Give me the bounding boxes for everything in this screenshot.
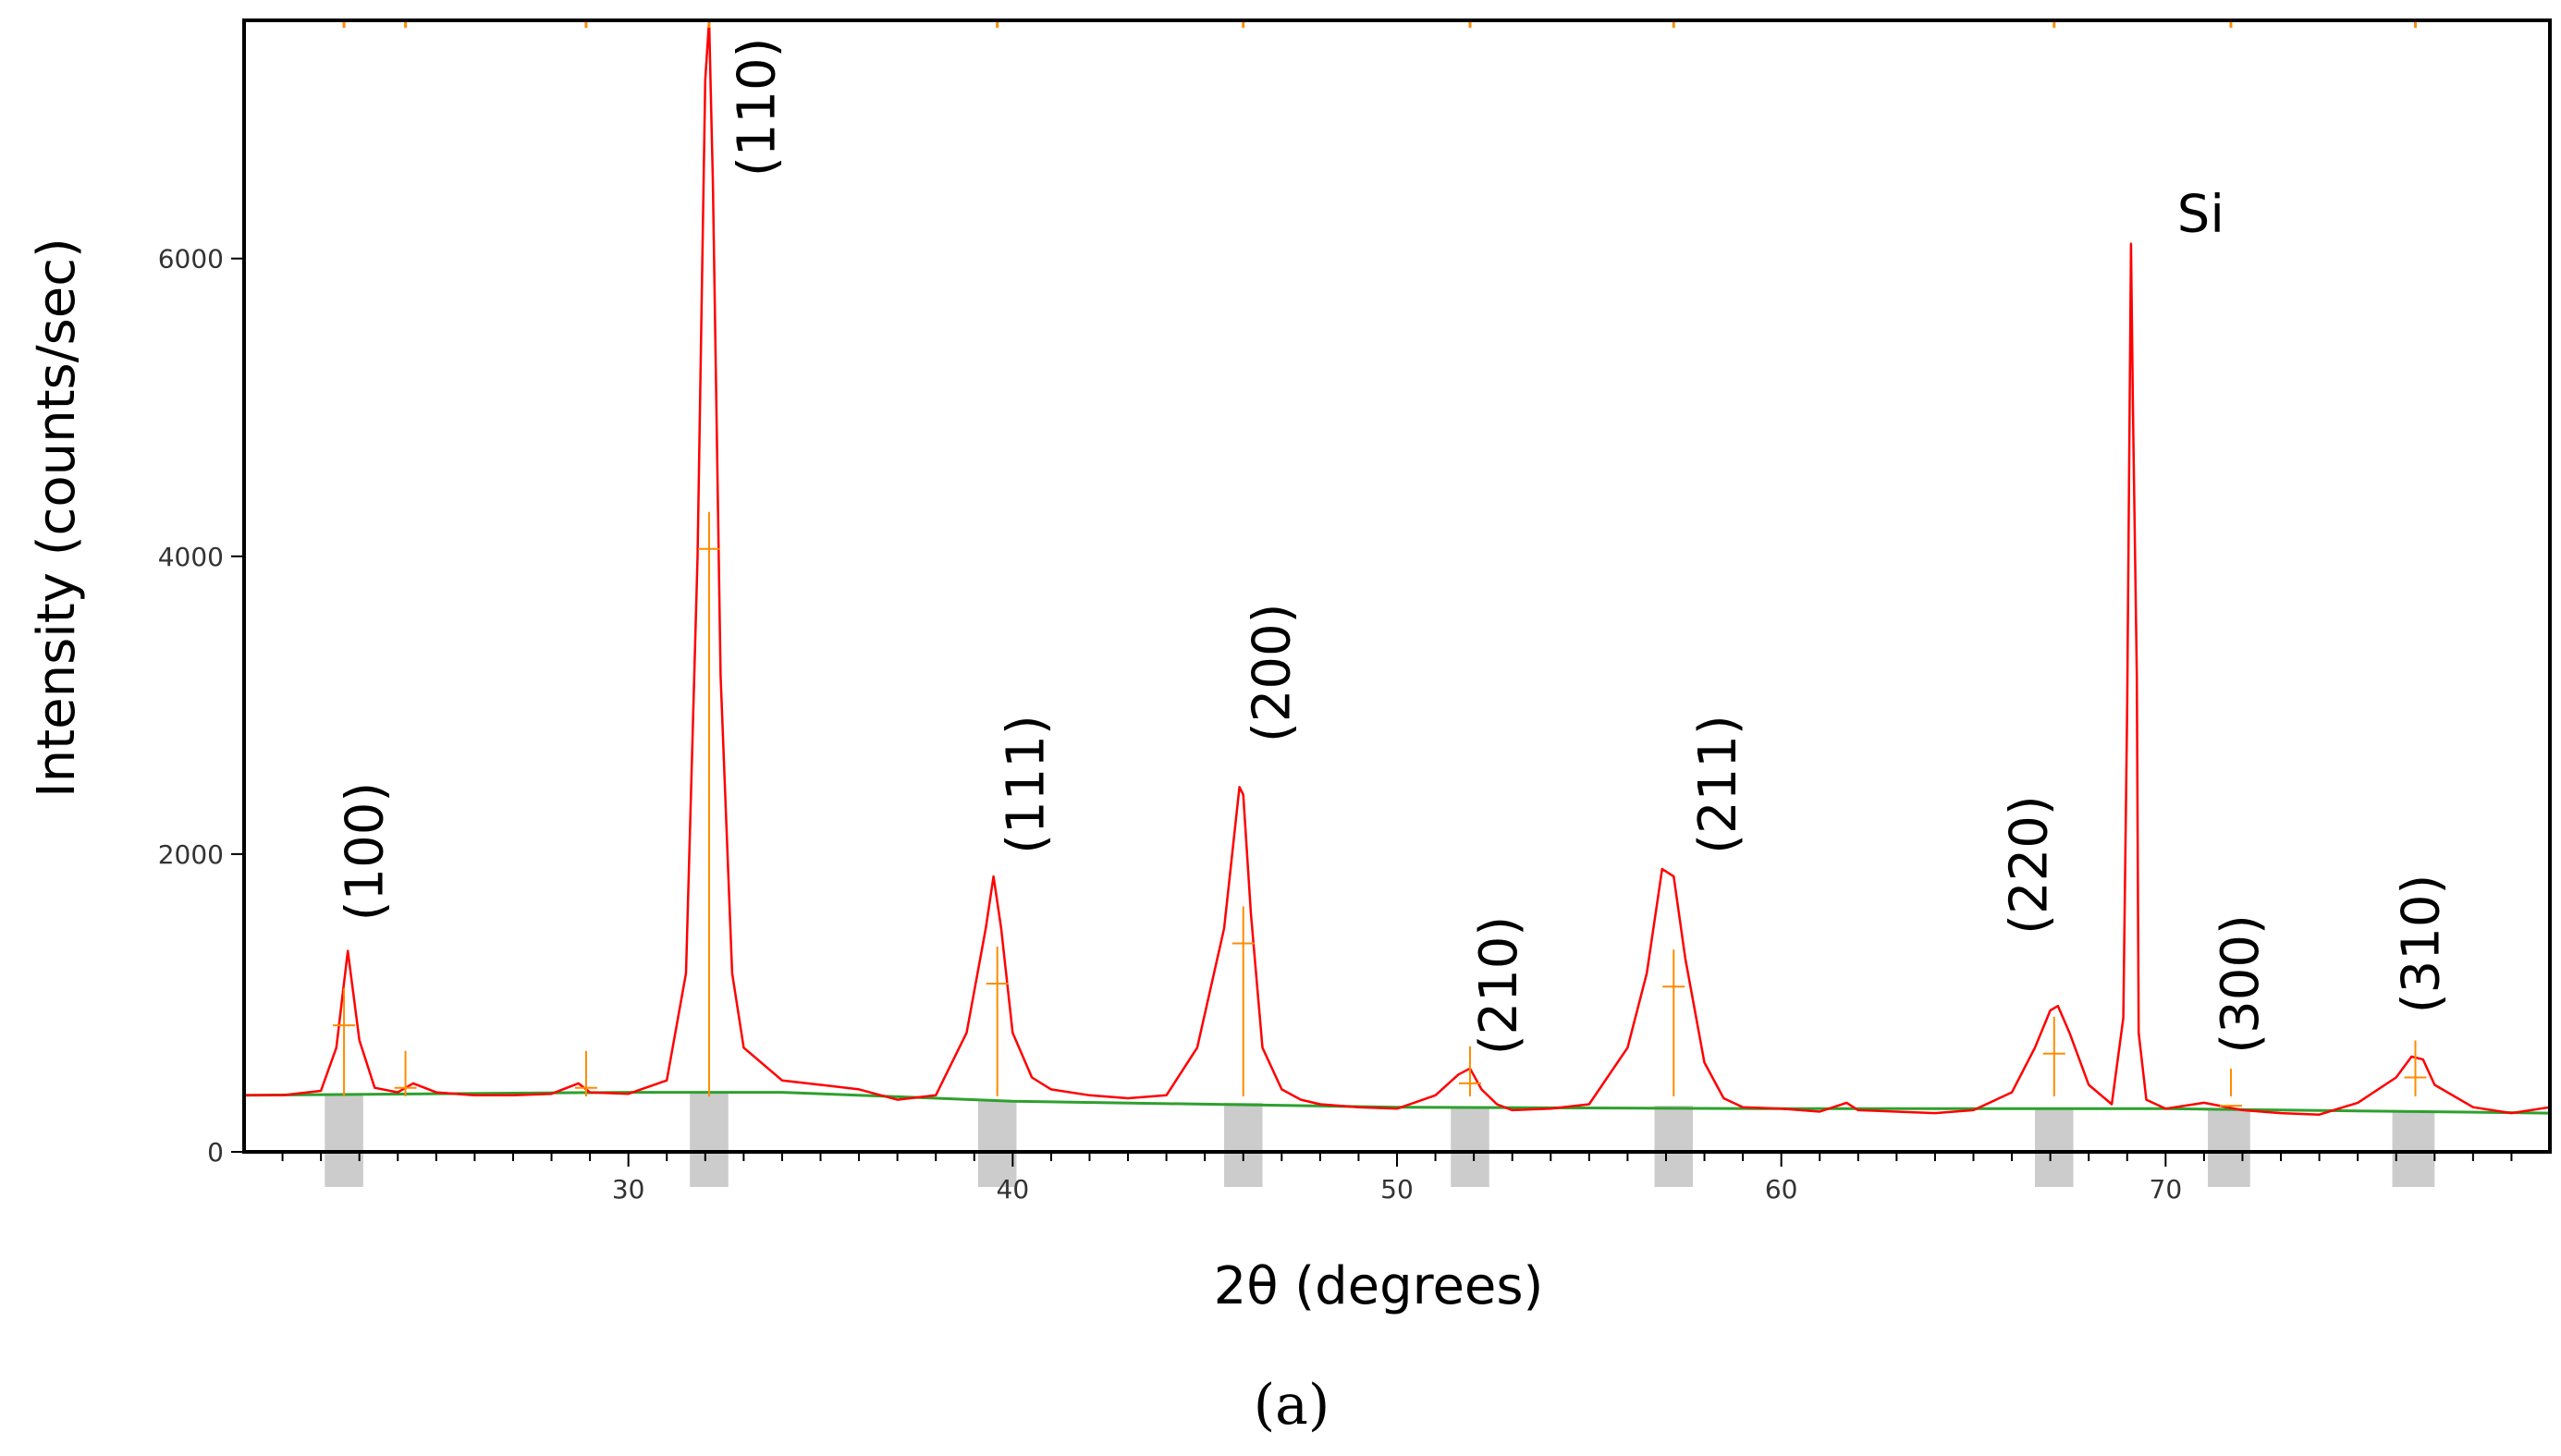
background-line bbox=[243, 1091, 2551, 1115]
y-axis-title: Intensity (counts/sec) bbox=[27, 238, 87, 798]
x-tick-label: 50 bbox=[1380, 1174, 1414, 1205]
reference-peak-marker-1 bbox=[394, 20, 417, 1096]
y-tick-label: 4000 bbox=[158, 542, 224, 572]
peak-annotation-6: (220) bbox=[2000, 795, 2060, 935]
peak-bar-6 bbox=[2035, 1108, 2074, 1187]
pattern-lines bbox=[243, 18, 2551, 1116]
y-tick-label: 2000 bbox=[158, 839, 224, 870]
peak-annotation-7: (300) bbox=[2211, 914, 2271, 1054]
peak-bar-3 bbox=[1223, 1102, 1263, 1187]
peak-bars bbox=[325, 1092, 2435, 1187]
peak-bar-1 bbox=[690, 1092, 729, 1187]
y-tick-label: 0 bbox=[207, 1137, 224, 1168]
peak-annotation-4: (210) bbox=[1469, 916, 1529, 1056]
peak-bar-4 bbox=[1451, 1107, 1489, 1187]
peak-annotation-2: (111) bbox=[997, 715, 1057, 854]
x-axis-title: 2θ (degrees) bbox=[1214, 1256, 1544, 1316]
peak-annotation-3: (200) bbox=[1243, 604, 1303, 743]
panel-label: (a) bbox=[1254, 1373, 1330, 1438]
x-tick-label: 30 bbox=[612, 1174, 645, 1205]
peak-annotation-5: (211) bbox=[1688, 715, 1748, 854]
peak-annotations: (100) (110) (111) (200) (210) (211) (220) (300)… bbox=[336, 38, 2452, 1056]
peak-bar-2 bbox=[977, 1101, 1017, 1187]
peak-annotation-8: (310) bbox=[2392, 875, 2452, 1014]
peak-annotation-1: (110) bbox=[728, 38, 788, 177]
peak-bar-0 bbox=[325, 1095, 363, 1187]
x-tick-label: 70 bbox=[2150, 1174, 2183, 1205]
peak-bar-7 bbox=[2208, 1108, 2250, 1187]
reference-peak-marker-3 bbox=[697, 20, 720, 1096]
peak-annotation-9: Si bbox=[2177, 185, 2224, 245]
y-tick-label: 6000 bbox=[158, 244, 224, 275]
x-tick-label: 60 bbox=[1765, 1174, 1798, 1205]
reference-peak-markers bbox=[333, 20, 2427, 1107]
reference-peak-marker-0 bbox=[333, 20, 356, 1096]
peak-annotation-0: (100) bbox=[336, 782, 396, 922]
reference-peak-marker-5 bbox=[1231, 20, 1255, 1096]
reference-peak-marker-4 bbox=[986, 20, 1009, 1096]
diffraction-line bbox=[244, 18, 2551, 1116]
peak-bar-5 bbox=[1654, 1106, 1694, 1187]
axis-ticks: 30 40 50 60 70 0 2000 4000 6000 bbox=[158, 244, 2513, 1205]
x-tick-label: 40 bbox=[997, 1174, 1030, 1205]
reference-peak-marker-2 bbox=[574, 20, 597, 1096]
peak-bar-8 bbox=[2392, 1111, 2435, 1187]
